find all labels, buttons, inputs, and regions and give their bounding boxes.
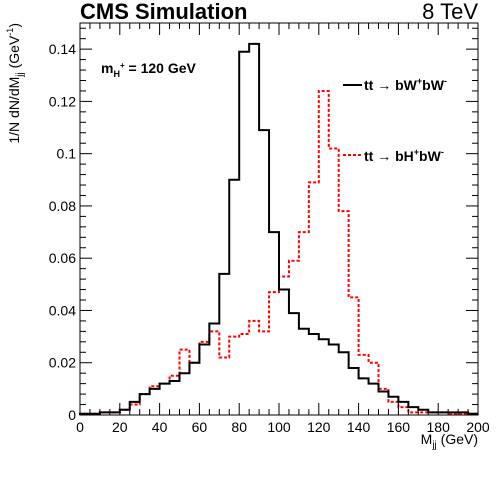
y-tick-label: 0.1 [57,146,77,162]
histogram-series-group [79,42,478,415]
y-tick-label: 0.04 [49,302,76,318]
x-tick-label: 20 [112,419,128,435]
x-tick-label: 100 [267,419,291,435]
y-tick-label: 0.06 [49,250,76,266]
energy-label: 8 TeV [422,0,478,24]
x-tick-label: 140 [347,419,371,435]
x-tick-label: 40 [152,419,168,435]
legend-label-bW: tt → bW+bW- [364,76,447,93]
axis-ticks: 0 20 40 60 80 100 120 140 160 180 200 0 0.02 0.04 0.06… [49,23,490,435]
x-tick-label: 200 [466,419,490,435]
y-tick-label: 0 [68,407,76,423]
x-tick-label: 160 [387,419,411,435]
x-tick-label: 60 [192,419,208,435]
histogram-series-0 [79,42,478,415]
x-tick-label: 120 [307,419,331,435]
x-tick-label: 80 [231,419,247,435]
y-tick-label: 0.08 [49,198,76,214]
y-tick-label: 0.02 [49,355,76,371]
x-tick-label: 180 [427,419,451,435]
experiment-label: CMS Simulation [80,0,247,24]
x-tick-label: 0 [76,419,84,435]
y-axis-title: 1/N dN/dMjj (GeV-1) [5,23,26,144]
mass-annotation: mH+ = 120 GeV [101,60,197,79]
x-axis-title: Mjj (GeV) [421,431,478,451]
y-tick-label: 0.14 [49,41,76,57]
legend-label-bH: tt → bH+bW- [364,147,444,164]
y-tick-label: 0.12 [49,93,76,109]
